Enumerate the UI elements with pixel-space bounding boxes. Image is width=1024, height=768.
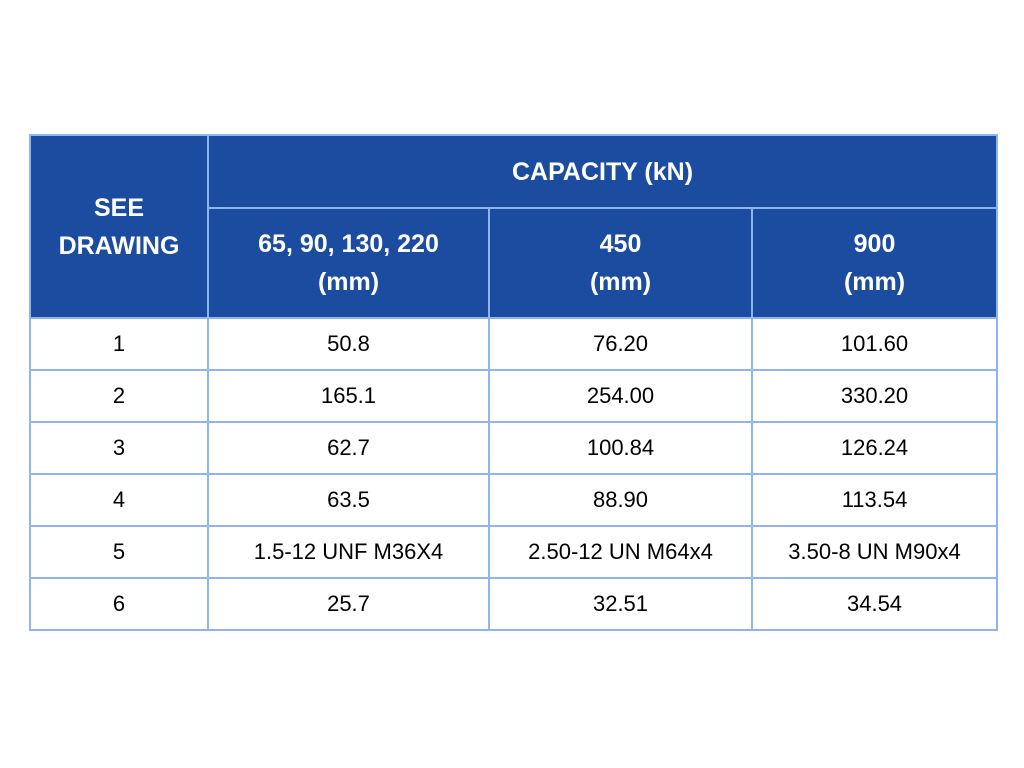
row-label: 3: [29, 421, 209, 475]
table-cell: 3.50-8 UN M90x4: [750, 525, 999, 579]
column-header: 450 (mm): [488, 207, 753, 319]
subheader-row: 65, 90, 130, 220 (mm) 450 (mm) 900 (mm): [30, 207, 999, 319]
table-row: 3 62.7 100.84 126.24: [29, 421, 999, 475]
row-label: 4: [29, 473, 209, 527]
table-row: 4 63.5 88.90 113.54: [29, 473, 999, 527]
header-text: (mm): [589, 268, 652, 296]
table-cell: 76.20: [488, 317, 753, 371]
table-row: 1 50.8 76.20 101.60: [29, 317, 999, 371]
header-text: SEE: [93, 193, 145, 222]
row-label: 6: [29, 577, 209, 631]
table-row: 2 165.1 254.00 330.20: [29, 369, 999, 423]
table-cell: 126.24: [750, 421, 999, 475]
table-row: 6 25.7 32.51 34.54: [29, 577, 999, 631]
table-cell: 165.1: [207, 369, 490, 423]
header-text: (mm): [843, 268, 906, 296]
table-cell: 34.54: [750, 577, 999, 631]
table-cell: 32.51: [488, 577, 753, 631]
table-body: 1 50.8 76.20 101.60 2 165.1 254.00 330.20 3 62.7 1…: [29, 317, 999, 631]
capacity-table: SEE DRAWING CAPACITY (kN) 65, 90, 130, 22…: [29, 134, 999, 631]
table-cell: 330.20: [750, 369, 999, 423]
table-row: 5 1.5-12 UNF M36X4 2.50-12 UN M64x4 3.50-8 …: [29, 525, 999, 579]
header-text: 900: [853, 230, 896, 258]
table-container: SEE DRAWING CAPACITY (kN) 65, 90, 130, 22…: [29, 134, 999, 631]
table-cell: 1.5-12 UNF M36X4: [207, 525, 490, 579]
header-text: CAPACITY (kN): [512, 157, 694, 186]
header-text: 65, 90, 130, 220: [258, 230, 439, 258]
column-header: 65, 90, 130, 220 (mm): [207, 207, 490, 319]
table-cell: 100.84: [488, 421, 753, 475]
header-text: (mm): [317, 268, 380, 296]
group-header: CAPACITY (kN): [206, 134, 999, 209]
table-cell: 113.54: [750, 473, 999, 527]
header-text: 450: [599, 230, 642, 258]
table-cell: 25.7: [207, 577, 490, 631]
column-header: 900 (mm): [750, 207, 999, 319]
header-text: DRAWING: [58, 231, 180, 260]
table-cell: 2.50-12 UN M64x4: [488, 525, 753, 579]
table-cell: 63.5: [207, 473, 490, 527]
table-cell: 101.60: [750, 317, 999, 371]
table-cell: 88.90: [488, 473, 753, 527]
corner-header: SEE DRAWING: [29, 134, 209, 319]
table-cell: 62.7: [207, 421, 490, 475]
row-label: 5: [29, 525, 209, 579]
table-cell: 254.00: [488, 369, 753, 423]
table-cell: 50.8: [207, 317, 490, 371]
row-label: 2: [29, 369, 209, 423]
header-row: SEE DRAWING CAPACITY (kN): [29, 134, 999, 319]
row-label: 1: [29, 317, 209, 371]
